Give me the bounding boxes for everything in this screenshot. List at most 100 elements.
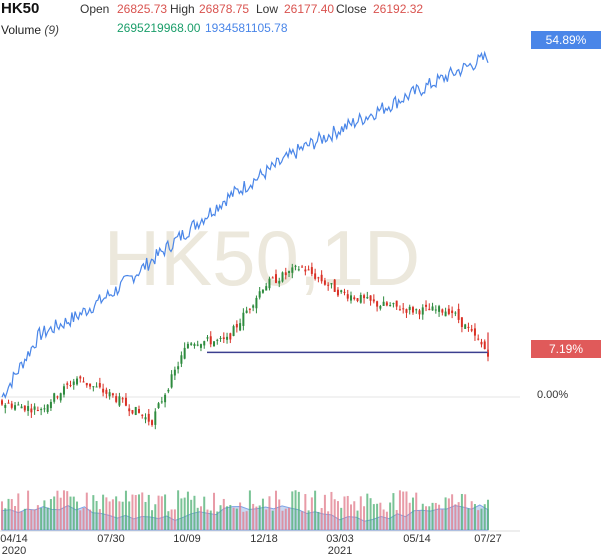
- candle-body: [62, 386, 65, 395]
- candle-body: [183, 347, 186, 359]
- candle-body: [252, 305, 255, 308]
- low-label: Low: [256, 2, 279, 16]
- volume-bars: [1, 490, 489, 531]
- volume-bar: [464, 494, 467, 530]
- volume-bar: [392, 493, 395, 530]
- high-label: High: [170, 2, 195, 16]
- candle-body: [265, 286, 268, 291]
- candle-body: [255, 297, 258, 309]
- volume-bar: [268, 496, 271, 530]
- candle-body: [245, 310, 248, 313]
- candle-body: [137, 409, 140, 413]
- candle-body: [180, 355, 183, 364]
- volume-bar: [323, 494, 326, 530]
- candle-body: [222, 337, 225, 340]
- candle-body: [121, 398, 124, 400]
- volume-bar: [46, 507, 49, 530]
- candle-body: [213, 341, 216, 347]
- volume-bar: [473, 504, 476, 530]
- candle-body: [10, 403, 13, 408]
- open-value: 26825.73: [117, 2, 168, 16]
- volume-bar: [382, 509, 385, 530]
- candle-body: [415, 309, 418, 311]
- volume-bar: [7, 498, 10, 530]
- candle-body: [408, 306, 411, 311]
- volume-bar: [480, 508, 483, 530]
- volume-bar: [177, 490, 180, 530]
- volume-bar: [431, 502, 434, 530]
- candle-body: [248, 308, 251, 310]
- candle-body: [438, 306, 441, 312]
- candle-body: [115, 396, 118, 402]
- main-pct-badge: 7.19%: [531, 340, 601, 358]
- candle-body: [128, 408, 131, 412]
- volume-bar: [23, 508, 26, 530]
- volume-bar: [20, 511, 23, 530]
- candle-body: [460, 317, 463, 328]
- volume-bar: [265, 509, 268, 530]
- volume-bar: [33, 509, 36, 530]
- volume-bar: [144, 501, 147, 530]
- candle-body: [353, 297, 356, 300]
- volume-bar: [460, 493, 463, 530]
- candle-body: [480, 341, 483, 345]
- candle-body: [297, 269, 300, 271]
- volume-bar: [274, 490, 277, 530]
- volume-bar: [369, 498, 372, 530]
- volume-bar: [385, 511, 388, 530]
- candle-body: [301, 266, 304, 268]
- candle-body: [216, 339, 219, 341]
- candle-body: [154, 411, 157, 425]
- volume-label: Volume (9): [1, 23, 59, 37]
- volume-bar: [395, 510, 398, 530]
- volume-bar: [95, 501, 98, 530]
- candle-body: [271, 277, 274, 279]
- volume-bar: [164, 494, 167, 530]
- candle-body: [134, 406, 137, 415]
- candle-body: [144, 417, 147, 420]
- volume-bar: [320, 508, 323, 530]
- candle-body: [431, 306, 434, 311]
- candle-body: [190, 343, 193, 345]
- volume-bar: [297, 491, 300, 530]
- volume-bar: [128, 501, 131, 530]
- candle-body: [160, 401, 163, 403]
- volume-bar: [118, 501, 121, 530]
- candle-body: [53, 393, 56, 402]
- volume-bar: [366, 493, 369, 530]
- candle-body: [111, 393, 114, 396]
- volume-bar: [281, 510, 284, 530]
- x-tick-label: 07/27: [474, 533, 502, 545]
- candle-body: [327, 284, 330, 286]
- candle-body: [261, 289, 264, 293]
- volume-bar: [170, 509, 173, 530]
- volume-bar: [261, 498, 264, 530]
- candle-body: [105, 389, 108, 394]
- volume-bar: [196, 507, 199, 530]
- volume-bar: [353, 501, 356, 530]
- candle-body: [151, 420, 154, 425]
- candle-body: [434, 309, 437, 311]
- volume-bar: [408, 502, 411, 530]
- candle-body: [330, 283, 333, 285]
- volume-bar: [147, 494, 150, 530]
- candle-body: [17, 404, 20, 406]
- candle-body: [340, 290, 343, 293]
- candle-body: [102, 388, 105, 393]
- volume-label-text: Volume: [1, 23, 42, 37]
- candle-body: [369, 295, 372, 301]
- candle-body: [193, 344, 196, 346]
- candle-body: [379, 306, 382, 309]
- candle-body: [23, 405, 26, 411]
- candle-body: [418, 310, 421, 315]
- volume-bar: [222, 498, 225, 530]
- volume-bar: [59, 497, 62, 530]
- volume-bar: [350, 504, 353, 530]
- volume-bar: [438, 504, 441, 530]
- candle-body: [389, 305, 392, 307]
- volume-bar: [141, 492, 144, 530]
- volume-bar: [477, 510, 480, 530]
- volume-bar: [151, 510, 154, 530]
- open-label: Open: [80, 2, 110, 16]
